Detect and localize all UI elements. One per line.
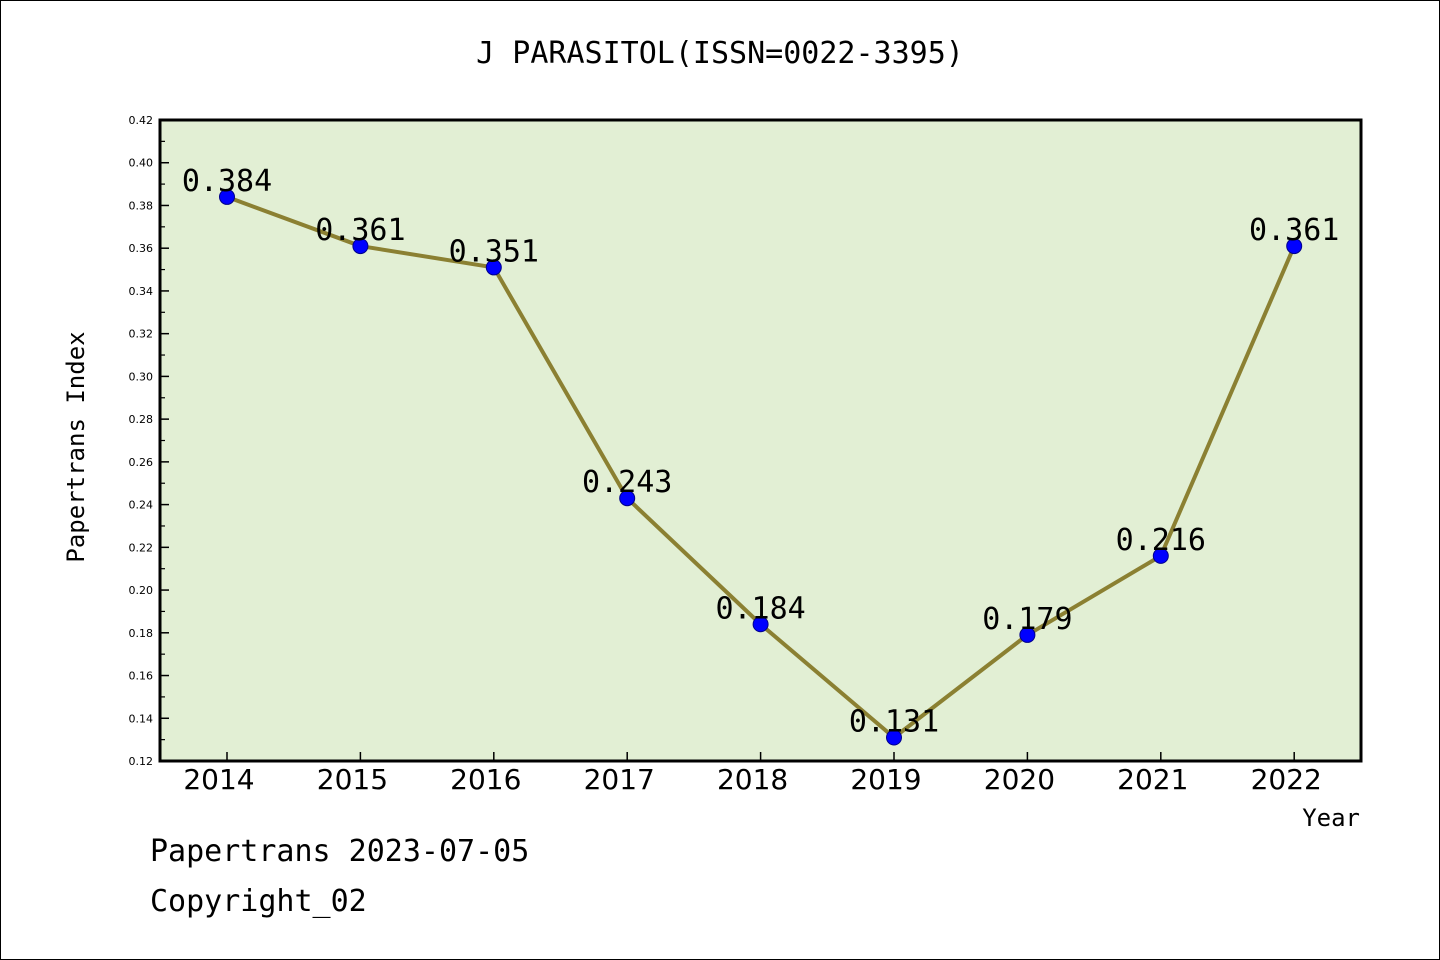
data-label: 0.131 bbox=[849, 704, 939, 739]
data-label: 0.243 bbox=[582, 465, 672, 500]
data-label: 0.179 bbox=[982, 602, 1072, 637]
x-tick-label: 2015 bbox=[317, 763, 388, 796]
x-tick-label: 2018 bbox=[717, 763, 788, 796]
y-tick-label: 0.16 bbox=[129, 670, 154, 683]
data-point bbox=[1019, 626, 1036, 643]
data-point bbox=[619, 490, 636, 507]
footer-copyright: Copyright_02 bbox=[150, 884, 367, 919]
y-tick-label: 0.28 bbox=[129, 413, 154, 426]
y-tick-label: 0.32 bbox=[129, 328, 154, 341]
footer-date: Papertrans 2023-07-05 bbox=[150, 834, 530, 869]
data-label: 0.184 bbox=[715, 591, 805, 626]
y-tick-label: 0.38 bbox=[129, 199, 154, 212]
data-point bbox=[1286, 238, 1303, 255]
data-point bbox=[352, 238, 369, 255]
x-tick-label: 2020 bbox=[984, 763, 1055, 796]
x-tick-label: 2021 bbox=[1117, 763, 1188, 796]
chart-title: J PARASITOL(ISSN=0022-3395) bbox=[476, 36, 964, 71]
y-tick-label: 0.42 bbox=[129, 114, 154, 127]
y-tick-label: 0.24 bbox=[129, 499, 154, 512]
data-point bbox=[886, 729, 902, 746]
data-label: 0.351 bbox=[449, 234, 539, 269]
y-tick-label: 0.26 bbox=[129, 456, 154, 469]
plot-area bbox=[158, 118, 1363, 763]
data-labels: 0.384 0.361 0.351 0.243 0.184 0.131 0.179 0.216… bbox=[182, 164, 1340, 740]
x-axis-ticks: 2014 2015 2016 2017 2018 2019 2020 2021 2022 bbox=[183, 752, 1322, 796]
y-tick-label: 0.30 bbox=[129, 370, 154, 383]
y-axis-ticks: 0.12 0.14 0.16 0.18 0.20 0.22 0.24 0.26 0.28 0.30… bbox=[129, 114, 169, 768]
y-tick-label: 0.34 bbox=[129, 285, 154, 298]
y-tick-label: 0.20 bbox=[129, 584, 154, 597]
y-tick-label: 0.22 bbox=[129, 541, 154, 554]
x-tick-label: 2022 bbox=[1251, 763, 1322, 796]
y-tick-label: 0.18 bbox=[129, 627, 154, 640]
x-tick-label: 2014 bbox=[183, 763, 254, 796]
x-tick-label: 2019 bbox=[850, 763, 921, 796]
data-label: 0.384 bbox=[182, 164, 272, 199]
x-axis-title: Year bbox=[1302, 804, 1360, 832]
data-point bbox=[485, 259, 502, 276]
data-point bbox=[1152, 547, 1169, 564]
data-label: 0.361 bbox=[315, 213, 405, 248]
x-tick-label: 2016 bbox=[450, 763, 521, 796]
y-axis-title: Papertrans Index bbox=[62, 331, 90, 562]
y-tick-label: 0.12 bbox=[129, 755, 154, 768]
data-point bbox=[752, 616, 769, 633]
data-label: 0.361 bbox=[1249, 213, 1339, 248]
data-label: 0.216 bbox=[1116, 523, 1206, 558]
y-tick-label: 0.40 bbox=[129, 157, 154, 170]
data-point bbox=[219, 188, 235, 205]
data-points bbox=[219, 188, 1303, 746]
x-tick-label: 2017 bbox=[584, 763, 655, 796]
y-tick-label: 0.36 bbox=[129, 242, 154, 255]
y-tick-label: 0.14 bbox=[129, 712, 154, 725]
